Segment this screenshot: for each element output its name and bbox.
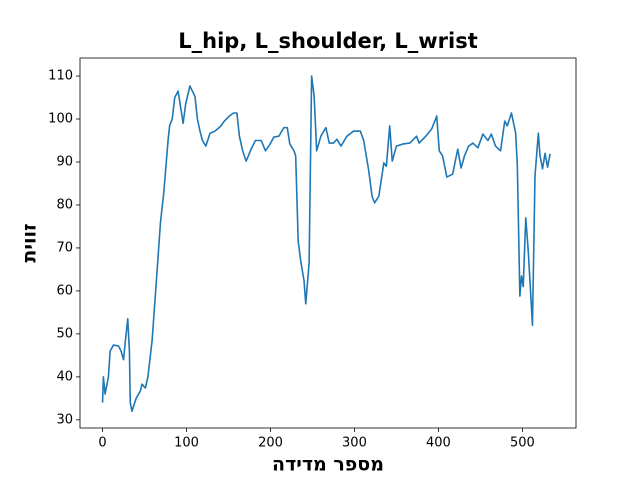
y-tick-label: 80 bbox=[56, 197, 73, 212]
y-axis-label: זווית bbox=[19, 223, 41, 262]
x-tick-label: 400 bbox=[426, 436, 451, 451]
plot-frame bbox=[79, 57, 577, 429]
y-tick-label: 50 bbox=[56, 326, 73, 341]
y-tick-label: 100 bbox=[48, 112, 73, 127]
x-tick-label: 200 bbox=[258, 436, 283, 451]
y-tick-label: 70 bbox=[56, 240, 73, 255]
y-tick-label: 40 bbox=[56, 369, 73, 384]
x-tick-label: 300 bbox=[342, 436, 367, 451]
x-tick-label: 0 bbox=[98, 436, 106, 451]
y-tick-label: 30 bbox=[56, 412, 73, 427]
x-axis-label: מספר מדידה bbox=[272, 454, 384, 476]
chart-title: L_hip, L_shoulder, L_wrist bbox=[178, 29, 477, 53]
data-line bbox=[101, 75, 551, 413]
y-tick-label: 60 bbox=[56, 283, 73, 298]
x-tick-label: 100 bbox=[174, 436, 199, 451]
y-tick-label: 90 bbox=[56, 154, 73, 169]
x-tick-label: 500 bbox=[510, 436, 535, 451]
y-tick-label: 110 bbox=[48, 69, 73, 84]
